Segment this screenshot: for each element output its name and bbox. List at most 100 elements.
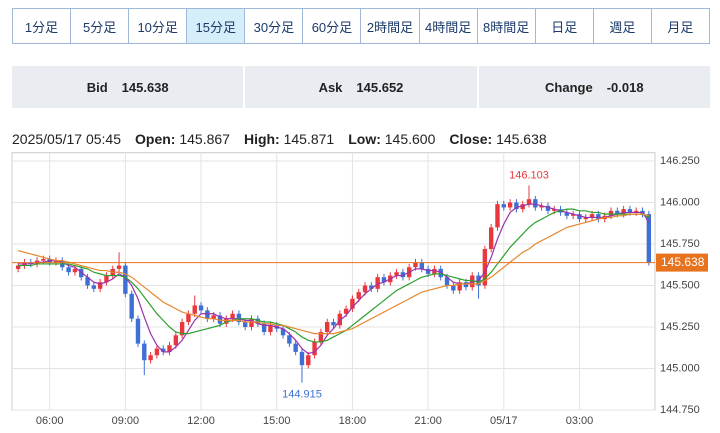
candle-body bbox=[173, 335, 179, 346]
candle-body bbox=[570, 214, 576, 216]
timeframe-tab[interactable]: 日足 bbox=[536, 9, 594, 43]
current-price-box bbox=[656, 253, 708, 272]
timeframe-tab[interactable]: 8時間足 bbox=[478, 9, 536, 43]
ohlc-label: Close: bbox=[449, 131, 493, 147]
candle-body bbox=[457, 282, 462, 291]
ohlc-value: 145.600 bbox=[384, 131, 436, 147]
timeframe-tab[interactable]: 1分足 bbox=[13, 9, 72, 43]
candle-body bbox=[15, 265, 21, 269]
candle-body bbox=[564, 212, 570, 216]
candle-body bbox=[343, 308, 349, 314]
x-tick-label: 03:00 bbox=[566, 415, 594, 427]
candle-body bbox=[198, 305, 204, 311]
candle-body bbox=[97, 282, 103, 289]
candle-body bbox=[142, 343, 147, 361]
candle-body bbox=[268, 325, 273, 332]
candle-body bbox=[280, 328, 286, 336]
y-tick-label: 145.750 bbox=[660, 238, 700, 250]
candle-body bbox=[646, 214, 652, 263]
timeframe-tab[interactable]: 10分足 bbox=[129, 9, 188, 43]
candle-body bbox=[41, 258, 46, 261]
candle-body bbox=[539, 205, 544, 208]
candle-body bbox=[91, 285, 97, 289]
candle-body bbox=[350, 298, 355, 309]
candle-body bbox=[129, 293, 134, 319]
candle-body bbox=[425, 268, 431, 274]
y-tick-label: 146.250 bbox=[660, 155, 700, 167]
candle-body bbox=[104, 275, 109, 283]
ohlc-label: Open: bbox=[135, 131, 176, 147]
ohlc-item: Low: 145.600 bbox=[348, 131, 435, 147]
x-tick-label: 21:00 bbox=[414, 415, 442, 427]
candle-body bbox=[533, 199, 538, 208]
y-tick-label: 145.250 bbox=[660, 321, 700, 333]
candle-body bbox=[243, 322, 248, 327]
candle-body bbox=[331, 322, 336, 326]
candle-body bbox=[381, 277, 387, 283]
candle-body bbox=[362, 285, 368, 293]
timeframe-tab[interactable]: 週足 bbox=[594, 9, 652, 43]
timeframe-tab[interactable]: 15分足 bbox=[187, 9, 246, 43]
candle-body bbox=[375, 277, 380, 289]
candle-body bbox=[520, 204, 525, 210]
candle-body bbox=[432, 268, 437, 274]
candle-body bbox=[161, 348, 166, 352]
candle-body bbox=[589, 214, 595, 218]
timeframe-tab[interactable]: 4時間足 bbox=[420, 9, 478, 43]
quote-item: Change -0.018 bbox=[479, 66, 710, 108]
current-price-label: 145.638 bbox=[661, 255, 705, 269]
y-tick-label: 145.500 bbox=[660, 279, 700, 291]
candle-body bbox=[255, 318, 261, 324]
candle-body bbox=[596, 214, 601, 220]
candle-body bbox=[507, 202, 513, 208]
quote-label: Change bbox=[545, 79, 593, 95]
quote-label: Bid bbox=[86, 79, 108, 95]
candle-body bbox=[249, 318, 254, 327]
timeframe-tab[interactable]: 30分足 bbox=[245, 9, 304, 43]
ohlc-item: Open: 145.867 bbox=[135, 131, 230, 147]
x-tick-label: 09:00 bbox=[112, 415, 140, 427]
candle-body bbox=[583, 217, 588, 220]
y-tick-label: 146.000 bbox=[660, 196, 700, 208]
timeframe-tab[interactable]: 60分足 bbox=[303, 9, 362, 43]
y-tick-label: 144.750 bbox=[660, 404, 700, 416]
candle-body bbox=[261, 323, 267, 332]
candle-body bbox=[621, 209, 626, 215]
moving-average-line bbox=[18, 208, 650, 343]
ohlc-label: High: bbox=[243, 131, 280, 147]
candle-body bbox=[526, 199, 532, 205]
candle-body bbox=[211, 315, 216, 319]
candle-body bbox=[488, 227, 494, 249]
high-label: 146.103 bbox=[509, 169, 549, 181]
x-tick-label: 06:00 bbox=[36, 415, 64, 427]
candle-body bbox=[552, 209, 557, 211]
x-tick-label: 12:00 bbox=[187, 415, 215, 427]
candle-body bbox=[495, 204, 500, 228]
x-tick-label: 05/17 bbox=[490, 415, 518, 427]
timeframe-tab[interactable]: 2時間足 bbox=[361, 9, 420, 43]
candle-body bbox=[615, 210, 620, 215]
candle-body bbox=[293, 343, 298, 352]
candle-body bbox=[394, 272, 399, 276]
candle-body bbox=[66, 267, 71, 273]
candle-body bbox=[79, 268, 84, 278]
ohlc-header: 2025/05/17 05:45 Open: 145.867 High: 145.… bbox=[12, 131, 547, 147]
candle-body bbox=[501, 204, 506, 208]
candle-body bbox=[413, 262, 418, 268]
y-tick-label: 145.000 bbox=[660, 362, 700, 374]
quote-value: -0.018 bbox=[606, 79, 644, 95]
candle-body bbox=[236, 313, 242, 323]
candle-body bbox=[463, 282, 469, 288]
candle-body bbox=[167, 345, 172, 352]
timeframe-tab[interactable]: 月足 bbox=[667, 19, 694, 35]
candle-body bbox=[318, 331, 324, 342]
timeframe-tabs: 1分足 5分足 10分足 15分足 30分足 60分足 2時間足 4時間足 8時間足 日足 週足 月足 bbox=[12, 8, 710, 44]
candle-body bbox=[419, 262, 424, 269]
candle-body bbox=[451, 285, 456, 291]
candle-body bbox=[324, 322, 330, 332]
ohlc-item: Close: 145.638 bbox=[449, 131, 546, 147]
candle-body bbox=[179, 322, 185, 336]
timeframe-tab[interactable]: 5分足 bbox=[71, 9, 130, 43]
